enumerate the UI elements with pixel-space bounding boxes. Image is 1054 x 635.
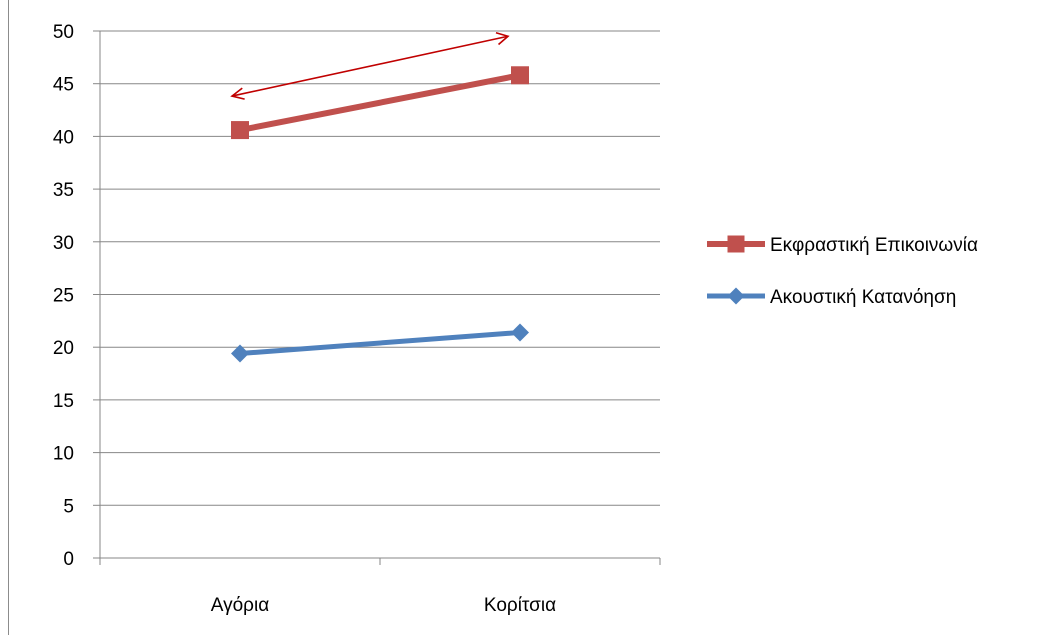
series-1 bbox=[231, 323, 529, 363]
series-line bbox=[239, 72, 521, 134]
y-tick-label: 40 bbox=[53, 127, 74, 148]
arrowhead-start bbox=[230, 87, 245, 100]
data-point-diamond bbox=[511, 323, 529, 342]
y-tick-label: 5 bbox=[63, 496, 74, 517]
y-tick-label: 30 bbox=[53, 233, 74, 254]
y-tick-label: 45 bbox=[53, 75, 74, 96]
grid bbox=[100, 30, 660, 506]
series-layer bbox=[231, 66, 529, 363]
y-tick-label: 50 bbox=[53, 22, 74, 43]
axes: 0 5 10 15 20 25 30 35 40 45 50 Αγόρια Κορίτσια bbox=[53, 22, 661, 616]
data-point-diamond bbox=[231, 344, 249, 363]
y-tick-label: 15 bbox=[53, 391, 74, 412]
legend-label: Ακουστική Κατανόηση bbox=[770, 287, 956, 308]
legend-label: Εκφραστική Επικοινωνία bbox=[770, 235, 978, 256]
legend-marker-square bbox=[727, 235, 745, 253]
y-tick-label: 35 bbox=[53, 180, 74, 201]
chart-border bbox=[8, 0, 9, 635]
series-0 bbox=[231, 66, 529, 140]
legend-marker-diamond bbox=[727, 287, 745, 305]
data-point-square bbox=[231, 121, 249, 140]
data-point-square bbox=[511, 66, 529, 85]
x-tick-label: Αγόρια bbox=[211, 595, 269, 616]
legend: Εκφραστική Επικοινωνία Ακουστική Κατανόησ… bbox=[707, 235, 978, 308]
y-tick-label: 10 bbox=[53, 444, 74, 465]
y-tick-label: 20 bbox=[53, 338, 74, 359]
y-tick-label: 25 bbox=[53, 286, 74, 307]
double-arrow-annotation bbox=[231, 31, 510, 97]
legend-item-0: Εκφραστική Επικοινωνία bbox=[707, 235, 978, 256]
annotations bbox=[230, 31, 510, 100]
x-tick-label: Κορίτσια bbox=[484, 595, 556, 616]
y-tick-label: 0 bbox=[63, 549, 74, 570]
series-line bbox=[239, 329, 521, 357]
legend-item-1: Ακουστική Κατανόηση bbox=[707, 287, 956, 308]
